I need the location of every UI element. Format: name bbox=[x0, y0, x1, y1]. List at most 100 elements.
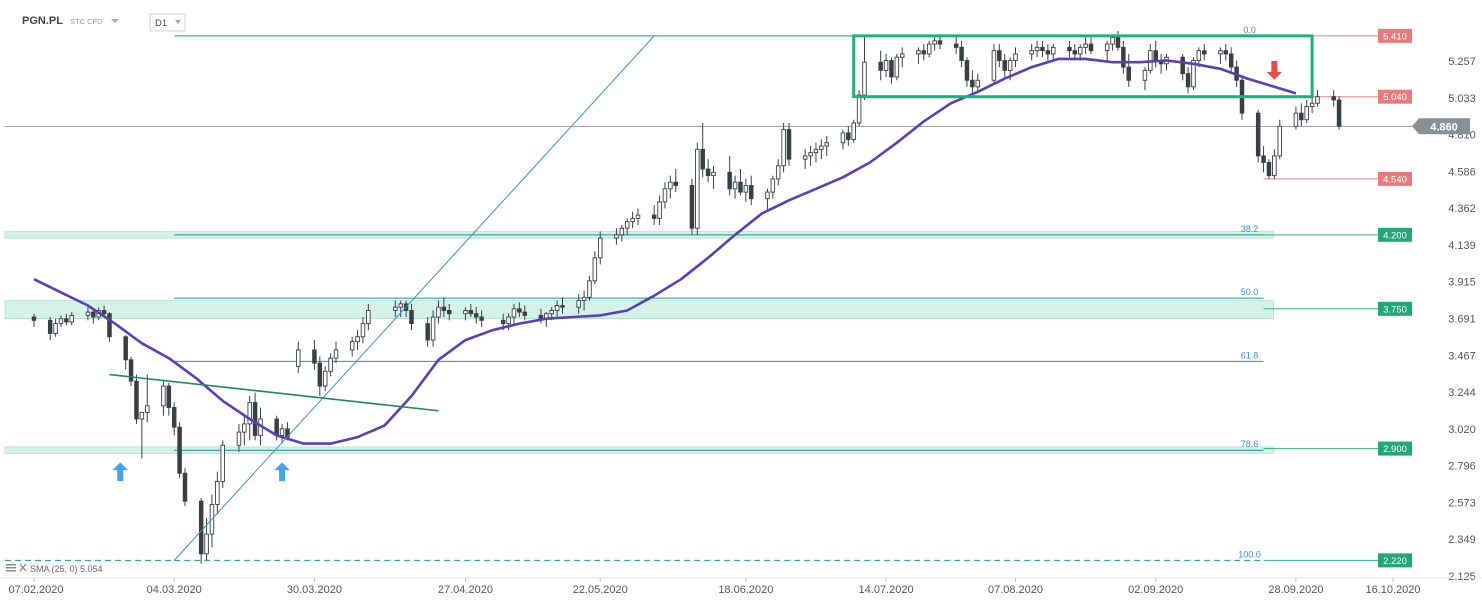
candle[interactable] bbox=[932, 37, 937, 51]
candle[interactable] bbox=[576, 294, 581, 314]
candle[interactable] bbox=[1261, 146, 1266, 173]
candle[interactable] bbox=[1050, 44, 1056, 61]
candle[interactable] bbox=[177, 422, 182, 479]
candle[interactable] bbox=[279, 423, 285, 444]
candle[interactable] bbox=[1277, 119, 1282, 160]
candle[interactable] bbox=[479, 310, 484, 327]
candle[interactable] bbox=[975, 73, 981, 94]
candle[interactable] bbox=[1293, 106, 1299, 130]
candle[interactable] bbox=[802, 149, 808, 170]
candle[interactable] bbox=[1034, 40, 1040, 58]
candle[interactable] bbox=[813, 142, 819, 163]
instrument-dropdown-icon[interactable] bbox=[111, 19, 119, 23]
candle[interactable] bbox=[366, 303, 371, 331]
candle[interactable] bbox=[468, 303, 474, 318]
candle[interactable] bbox=[635, 208, 641, 225]
candle[interactable] bbox=[91, 308, 96, 324]
price-level-tag-1[interactable]: 5.410 bbox=[1378, 28, 1412, 43]
candle[interactable] bbox=[242, 415, 247, 446]
candle[interactable] bbox=[58, 315, 64, 327]
candle[interactable] bbox=[1104, 40, 1110, 61]
candle[interactable] bbox=[743, 178, 749, 202]
candle[interactable] bbox=[1223, 44, 1229, 61]
candle[interactable] bbox=[1045, 44, 1051, 61]
candle[interactable] bbox=[511, 303, 517, 324]
candle[interactable] bbox=[657, 195, 662, 225]
candle[interactable] bbox=[662, 182, 668, 209]
candle[interactable] bbox=[171, 402, 177, 436]
candle[interactable] bbox=[328, 353, 333, 377]
candle[interactable] bbox=[883, 53, 889, 77]
candle[interactable] bbox=[128, 356, 134, 387]
candle[interactable] bbox=[47, 317, 53, 341]
candle[interactable] bbox=[393, 300, 398, 318]
candle[interactable] bbox=[1266, 159, 1272, 179]
candle[interactable] bbox=[1067, 40, 1072, 58]
candle[interactable] bbox=[592, 251, 598, 285]
candle[interactable] bbox=[926, 40, 932, 58]
candle[interactable] bbox=[900, 47, 905, 68]
candle[interactable] bbox=[166, 382, 172, 416]
candle[interactable] bbox=[144, 374, 150, 423]
candle[interactable] bbox=[878, 50, 883, 81]
candle[interactable] bbox=[668, 175, 673, 199]
candle[interactable] bbox=[1255, 109, 1261, 163]
candle[interactable] bbox=[522, 305, 528, 321]
candle[interactable] bbox=[1029, 44, 1034, 61]
candle[interactable] bbox=[1126, 53, 1131, 87]
candle[interactable] bbox=[215, 471, 220, 515]
candle[interactable] bbox=[349, 336, 355, 357]
candle[interactable] bbox=[1299, 103, 1304, 127]
candle[interactable] bbox=[560, 297, 565, 314]
candle[interactable] bbox=[182, 468, 188, 507]
candle[interactable] bbox=[651, 205, 657, 225]
candle[interactable] bbox=[732, 175, 738, 199]
candle[interactable] bbox=[581, 290, 587, 311]
candle[interactable] bbox=[1083, 37, 1088, 54]
candle[interactable] bbox=[1272, 149, 1277, 179]
candle[interactable] bbox=[727, 155, 732, 196]
timeframe-selector[interactable] bbox=[149, 13, 186, 32]
candle[interactable] bbox=[1191, 57, 1196, 91]
candle[interactable] bbox=[463, 307, 468, 321]
candle[interactable] bbox=[1121, 40, 1126, 74]
candle[interactable] bbox=[1180, 53, 1185, 81]
candle[interactable] bbox=[619, 224, 625, 242]
candle[interactable] bbox=[161, 379, 166, 416]
candle[interactable] bbox=[1115, 30, 1121, 51]
candle[interactable] bbox=[409, 303, 414, 331]
price-level-tag-3[interactable]: 4.540 bbox=[1378, 171, 1412, 186]
candle[interactable] bbox=[997, 44, 1002, 68]
candle[interactable] bbox=[1228, 47, 1234, 74]
candle[interactable] bbox=[705, 159, 711, 183]
candle[interactable] bbox=[1201, 44, 1207, 61]
candle[interactable] bbox=[765, 188, 770, 212]
candle[interactable] bbox=[689, 178, 695, 235]
candle[interactable] bbox=[959, 40, 964, 68]
legend-menu-icon[interactable] bbox=[6, 564, 16, 572]
candle[interactable] bbox=[846, 126, 851, 147]
candle[interactable] bbox=[252, 392, 258, 441]
candle[interactable] bbox=[889, 57, 894, 84]
candle[interactable] bbox=[425, 317, 430, 347]
price-level-tag-4[interactable]: 4.200 bbox=[1378, 227, 1412, 242]
price-level-tag-5[interactable]: 3.750 bbox=[1378, 301, 1412, 316]
candle[interactable] bbox=[441, 297, 447, 318]
candle[interactable] bbox=[333, 341, 339, 364]
candle[interactable] bbox=[587, 275, 592, 301]
candle[interactable] bbox=[749, 175, 754, 206]
candle[interactable] bbox=[673, 169, 679, 193]
candle[interactable] bbox=[53, 318, 58, 337]
candle[interactable] bbox=[447, 303, 452, 321]
candle[interactable] bbox=[398, 300, 403, 318]
candle[interactable] bbox=[107, 312, 112, 342]
candle[interactable] bbox=[139, 411, 145, 459]
candle[interactable] bbox=[317, 356, 323, 396]
indicator-legend[interactable]: SMA (25, 0) 5.054 bbox=[6, 563, 103, 574]
candle[interactable] bbox=[624, 218, 630, 235]
legend-close-icon[interactable] bbox=[19, 563, 27, 572]
candle[interactable] bbox=[1002, 53, 1007, 77]
price-level-tag-7[interactable]: 2.220 bbox=[1378, 553, 1412, 568]
candle[interactable] bbox=[517, 302, 522, 318]
